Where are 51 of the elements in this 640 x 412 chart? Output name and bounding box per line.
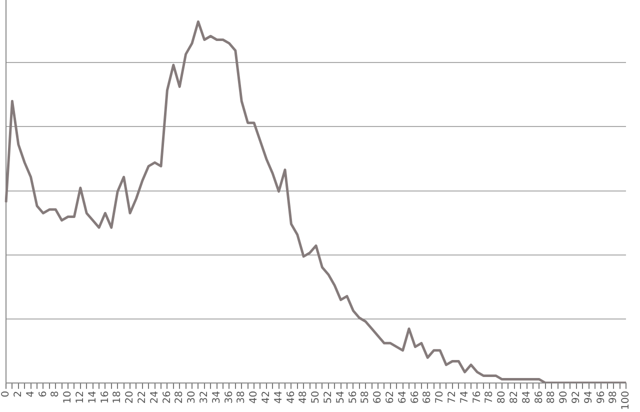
x-tick-label: 2 <box>12 390 24 398</box>
x-tick-label: 52 <box>322 390 334 404</box>
x-tick-label: 8 <box>50 390 62 398</box>
x-tick-label: 100 <box>620 390 632 410</box>
x-tick-label: 32 <box>198 390 210 404</box>
x-tick-label: 24 <box>149 390 160 404</box>
x-tick-label: 34 <box>211 390 222 404</box>
x-tick-label: 12 <box>74 390 86 404</box>
x-tick-label: 70 <box>434 390 446 404</box>
x-tick-label: 92 <box>570 390 582 404</box>
x-tick-label: 98 <box>608 390 620 404</box>
x-tick-label: 10 <box>62 390 74 404</box>
x-tick-label: 50 <box>310 390 322 404</box>
x-tick-label: 80 <box>496 390 508 404</box>
x-tick-label: 4 <box>25 390 36 398</box>
x-tick-label: 56 <box>348 390 359 404</box>
x-tick-label: 66 <box>410 390 421 404</box>
x-tick-label: 40 <box>248 390 260 404</box>
x-tick-label: 68 <box>422 390 434 404</box>
x-tick-label: 82 <box>508 390 520 404</box>
x-tick-label: 6 <box>38 390 49 398</box>
x-tick-label: 54 <box>335 390 346 404</box>
x-tick-label: 96 <box>596 390 607 404</box>
x-tick-label: 26 <box>162 390 173 404</box>
x-tick-label: 74 <box>459 390 470 404</box>
x-tick-label: 58 <box>360 390 372 404</box>
x-tick-label: 20 <box>124 390 136 404</box>
x-tick-label: 62 <box>384 390 396 404</box>
x-tick-label: 48 <box>298 390 310 404</box>
x-tick-label: 72 <box>446 390 458 404</box>
x-tick-label: 36 <box>224 390 235 404</box>
x-tick-label: 78 <box>484 390 496 404</box>
x-tick-label: 88 <box>546 390 558 404</box>
x-tick-label: 44 <box>273 390 284 404</box>
x-tick-label: 28 <box>174 390 186 404</box>
x-tick-label: 0 <box>0 390 12 398</box>
x-tick-label: 14 <box>87 390 98 404</box>
x-tick-label: 16 <box>100 390 111 404</box>
x-tick-label: 22 <box>136 390 148 404</box>
x-tick-label: 94 <box>583 390 594 404</box>
x-tick-label: 84 <box>521 390 532 404</box>
x-tick-label: 42 <box>260 390 272 404</box>
x-tick-label: 90 <box>558 390 570 404</box>
x-tick-label: 60 <box>372 390 384 404</box>
x-tick-label: 86 <box>534 390 545 404</box>
x-tick-label: 76 <box>472 390 483 404</box>
x-tick-label: 46 <box>286 390 297 404</box>
x-tick-label: 18 <box>112 390 124 404</box>
x-tick-label: 38 <box>236 390 248 404</box>
x-tick-label: 64 <box>397 390 408 404</box>
x-tick-label: 30 <box>186 390 198 404</box>
